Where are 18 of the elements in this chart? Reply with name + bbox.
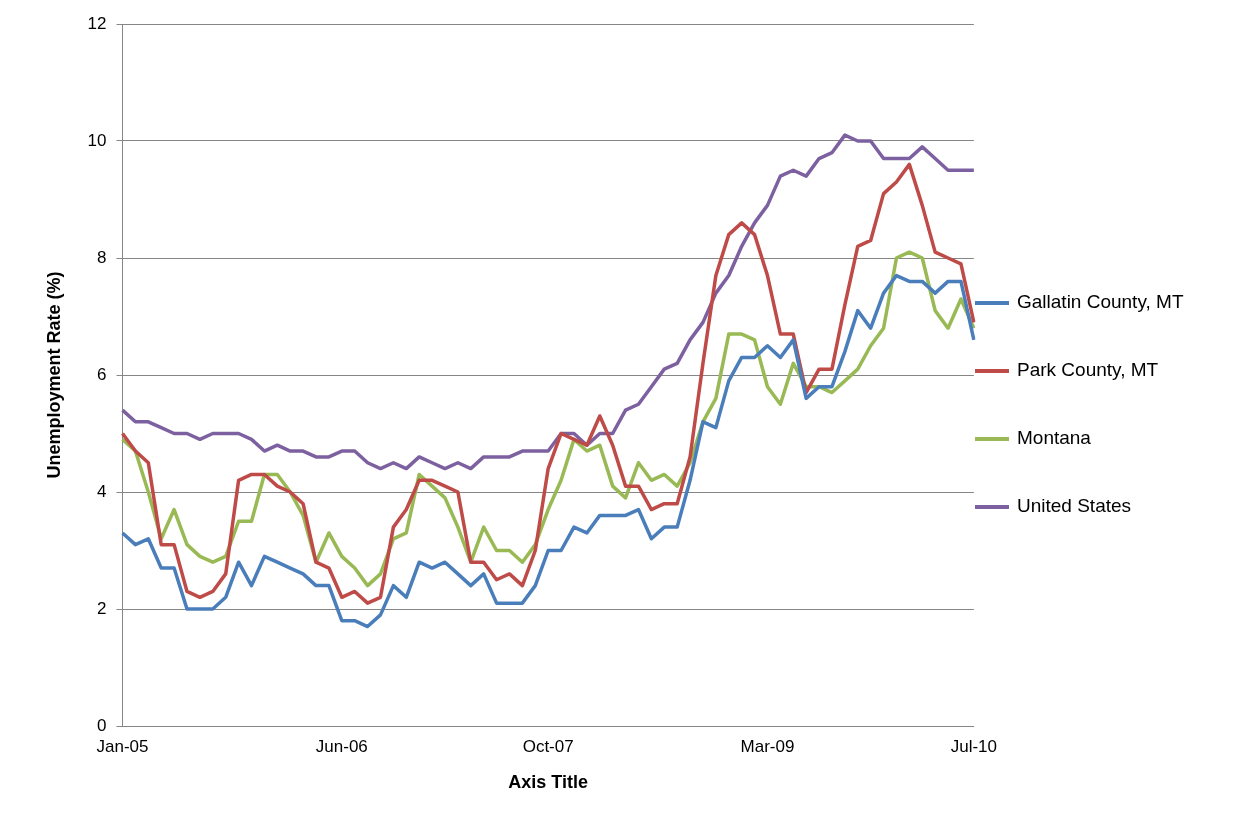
x-tick-label: Mar-09 [740, 736, 795, 756]
y-axis-title: Unemployment Rate (%) [43, 271, 64, 479]
x-tick-label: Jun-06 [315, 736, 368, 756]
legend-label: Gallatin County, MT [1017, 290, 1185, 314]
y-tick-label: 0 [97, 715, 107, 735]
x-tick-label: Jul-10 [950, 736, 998, 756]
y-tick-label: 12 [87, 13, 107, 33]
y-tick-label: 10 [87, 130, 107, 150]
y-tick-label: 4 [97, 481, 107, 501]
y-tick-label: 8 [97, 247, 107, 267]
legend-label: Park County, MT [1017, 358, 1160, 382]
x-axis-title: Axis Title [508, 772, 589, 793]
x-tick-label: Jan-05 [96, 736, 149, 756]
x-tick-label: Oct-07 [522, 736, 574, 756]
y-tick-label: 6 [97, 364, 107, 384]
y-tick-label: 2 [97, 598, 107, 618]
legend-label: Montana [1017, 426, 1092, 450]
legend-label: United States [1017, 494, 1133, 518]
